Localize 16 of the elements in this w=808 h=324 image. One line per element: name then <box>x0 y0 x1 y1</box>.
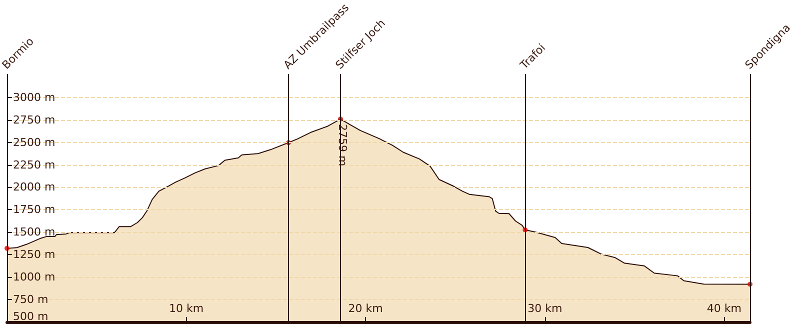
x-tick-label: 10 km <box>169 302 204 315</box>
y-tick-label: 2250 m <box>13 158 56 172</box>
y-tick-label: 1000 m <box>13 270 56 284</box>
y-tick-label: 2750 m <box>13 113 56 126</box>
y-tick-label: 3000 m <box>13 90 56 104</box>
x-tick-label: 40 km <box>706 302 742 315</box>
y-tick-label: 1250 m <box>13 248 56 262</box>
x-tick-label: 20 km <box>348 302 383 315</box>
y-tick-label: 750 m <box>13 293 48 306</box>
x-tick-label: 30 km <box>528 302 562 315</box>
annotation: 2759 m <box>336 124 349 166</box>
y-tick-label: 1750 m <box>13 203 56 216</box>
y-tick-label: 2500 m <box>13 136 56 149</box>
y-tick-label: 2000 m <box>13 180 56 194</box>
y-tick-label: 500 m <box>13 310 48 323</box>
y-tick-label: 1500 m <box>13 226 56 239</box>
